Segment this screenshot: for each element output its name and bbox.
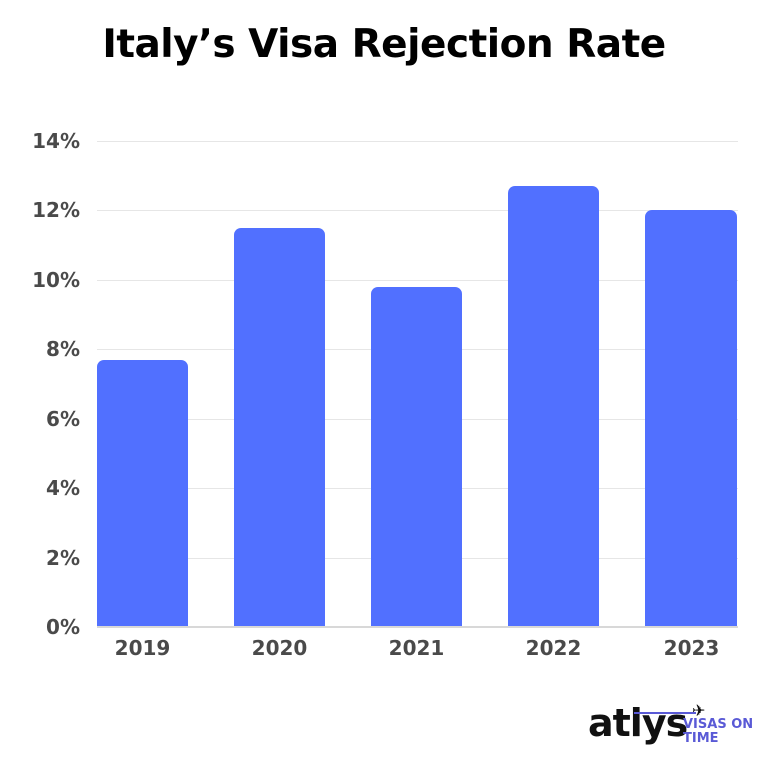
x-axis-baseline xyxy=(97,626,738,628)
y-tick-6: 6% xyxy=(46,407,80,431)
logo-tagline: VISAS ON TIME xyxy=(683,717,754,746)
logo-flight-line xyxy=(634,712,696,714)
bar-2020 xyxy=(234,227,325,627)
x-tick-2021: 2021 xyxy=(388,636,445,660)
y-tick-8: 8% xyxy=(46,337,80,361)
bar-2022 xyxy=(508,186,599,627)
logo-wordmark: atlys xyxy=(588,701,688,745)
x-tick-2019: 2019 xyxy=(114,636,171,660)
atlys-logo: atlys ✈ VISAS ON TIME xyxy=(588,701,768,753)
y-tick-0: 0% xyxy=(46,615,80,639)
bar-2023 xyxy=(645,210,737,627)
gridline xyxy=(97,280,738,281)
y-tick-4: 4% xyxy=(46,476,80,500)
bar-2021 xyxy=(371,286,462,627)
gridline xyxy=(97,210,738,211)
x-tick-2023: 2023 xyxy=(663,636,720,660)
gridline xyxy=(97,141,738,142)
bar-2019 xyxy=(97,359,188,627)
chart-title: Italy’s Visa Rejection Rate xyxy=(102,22,666,67)
y-tick-2: 2% xyxy=(46,546,80,570)
y-tick-10: 10% xyxy=(32,268,80,292)
plot-area: 2019 2020 2021 2022 2023 xyxy=(97,0,738,768)
airplane-icon: ✈ xyxy=(692,701,706,720)
x-tick-2020: 2020 xyxy=(251,636,308,660)
y-tick-14: 14% xyxy=(32,129,80,153)
x-tick-2022: 2022 xyxy=(525,636,582,660)
y-tick-12: 12% xyxy=(32,198,80,222)
